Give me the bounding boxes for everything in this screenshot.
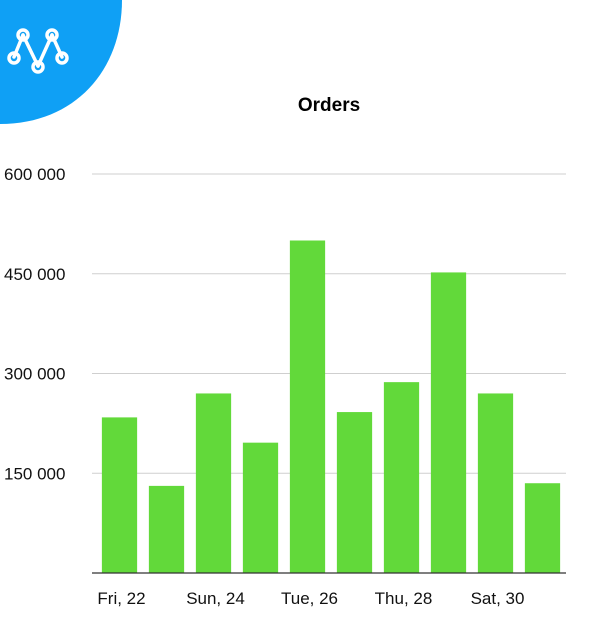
bar (336, 412, 373, 573)
graph-nodes-icon (7, 28, 69, 74)
bar (101, 417, 138, 573)
y-axis-ticks: 150 000 300 000 450 000 600 000 (4, 165, 65, 483)
x-tick-label: Thu, 28 (375, 589, 433, 608)
chart-title: Orders (298, 95, 360, 116)
y-tick-label: 450 000 (4, 265, 65, 284)
bar (524, 483, 561, 573)
bar (242, 442, 279, 573)
x-tick-label: Tue, 26 (281, 589, 338, 608)
bars (101, 240, 561, 573)
x-tick-label: Fri, 22 (97, 589, 145, 608)
y-tick-label: 150 000 (4, 464, 65, 483)
bar (430, 272, 467, 573)
bar (477, 393, 514, 573)
x-tick-label: Sat, 30 (471, 589, 525, 608)
bar (148, 485, 185, 573)
bar (195, 393, 232, 573)
y-tick-label: 300 000 (4, 365, 65, 384)
bar (383, 382, 420, 573)
logo (0, 0, 122, 124)
bar (289, 240, 326, 573)
x-tick-label: Sun, 24 (186, 589, 245, 608)
y-tick-label: 600 000 (4, 165, 65, 184)
x-axis-ticks: Fri, 22 Sun, 24 Tue, 26 Thu, 28 Sat, 30 (97, 589, 524, 608)
